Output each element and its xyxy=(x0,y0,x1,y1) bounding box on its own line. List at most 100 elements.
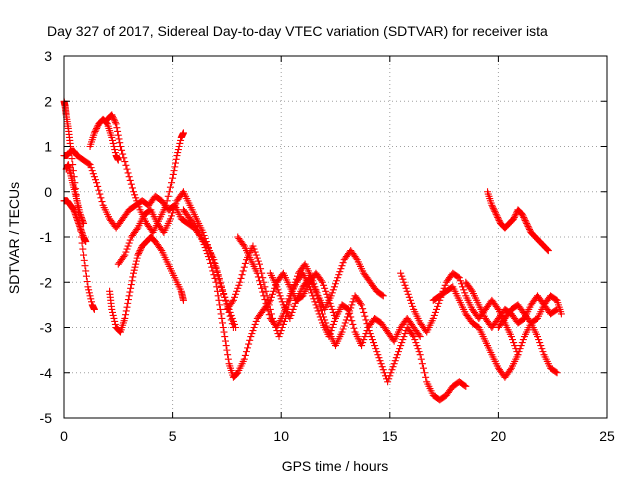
data-point-marker xyxy=(233,287,241,295)
series-track-12 xyxy=(266,269,470,404)
data-point-marker xyxy=(130,188,138,196)
data-point-marker xyxy=(122,248,130,256)
data-point-marker xyxy=(94,182,102,190)
data-point-marker xyxy=(232,370,240,378)
data-point-marker xyxy=(217,284,225,292)
data-point-marker xyxy=(241,351,249,359)
data-point-marker xyxy=(557,310,565,318)
data-point-marker xyxy=(339,259,347,267)
data-point-marker xyxy=(213,287,221,295)
data-point-marker xyxy=(132,260,140,268)
data-point-marker xyxy=(82,272,90,280)
data-point-marker xyxy=(523,221,531,229)
data-point-marker xyxy=(128,184,136,192)
data-point-marker xyxy=(242,348,250,356)
data-point-marker xyxy=(98,198,106,206)
data-point-marker xyxy=(368,336,376,344)
data-point-marker xyxy=(166,183,174,191)
data-point-marker xyxy=(327,302,335,310)
data-point-marker xyxy=(127,281,135,289)
data-point-marker xyxy=(385,375,393,383)
data-point-marker xyxy=(109,112,117,120)
data-point-marker xyxy=(157,245,165,253)
data-point-marker xyxy=(518,210,526,218)
data-point-marker xyxy=(308,289,316,297)
data-point-marker xyxy=(122,161,130,169)
data-point-marker xyxy=(362,316,370,324)
data-point-marker xyxy=(131,191,139,199)
data-point-marker xyxy=(360,308,368,316)
data-point-marker xyxy=(387,369,395,377)
data-point-marker xyxy=(68,155,76,163)
data-point-marker xyxy=(79,245,87,253)
data-point-marker xyxy=(361,312,369,320)
data-point-marker xyxy=(506,366,514,374)
data-point-marker xyxy=(214,292,222,300)
y-tick-label: -5 xyxy=(40,410,53,426)
data-point-marker xyxy=(495,216,503,224)
data-point-marker xyxy=(126,236,134,244)
data-point-marker xyxy=(313,304,321,312)
data-point-marker xyxy=(169,209,177,217)
data-point-marker xyxy=(261,296,269,304)
data-point-marker xyxy=(361,333,369,341)
data-point-marker xyxy=(277,327,285,335)
data-point-marker xyxy=(108,133,116,141)
y-tick-label: 3 xyxy=(44,48,52,64)
data-point-marker xyxy=(400,333,408,341)
data-point-marker xyxy=(329,286,337,294)
y-tick-label: -4 xyxy=(40,365,53,381)
data-point-marker xyxy=(252,317,260,325)
data-point-marker xyxy=(342,316,350,324)
data-point-marker xyxy=(507,333,515,341)
x-tick-label: 10 xyxy=(273,428,289,444)
data-point-marker xyxy=(314,295,322,303)
data-point-marker xyxy=(309,292,317,300)
data-point-marker xyxy=(334,274,342,282)
data-point-marker xyxy=(320,313,328,321)
data-point-marker xyxy=(199,238,207,246)
data-point-marker xyxy=(400,278,408,286)
data-point-marker xyxy=(459,283,467,291)
data-point-marker xyxy=(251,320,259,328)
data-point-marker xyxy=(164,192,172,200)
data-point-marker xyxy=(329,308,337,316)
data-point-marker xyxy=(328,305,336,313)
data-point-marker xyxy=(317,277,325,285)
data-point-marker xyxy=(401,330,409,338)
data-point-marker xyxy=(90,173,98,181)
data-point-marker xyxy=(335,271,343,279)
data-point-marker xyxy=(253,269,261,277)
data-point-marker xyxy=(133,225,141,233)
data-point-marker xyxy=(121,158,129,166)
data-point-marker xyxy=(399,336,407,344)
data-point-marker xyxy=(409,302,417,310)
data-point-marker xyxy=(461,382,469,390)
data-point-marker xyxy=(221,337,229,345)
data-point-marker xyxy=(109,139,117,147)
data-point-marker xyxy=(312,287,320,295)
data-point-marker xyxy=(454,273,462,281)
data-point-marker xyxy=(246,336,254,344)
data-marks xyxy=(60,97,565,404)
data-point-marker xyxy=(346,307,354,315)
data-point-marker xyxy=(125,239,133,247)
data-point-marker xyxy=(218,314,226,322)
data-point-marker xyxy=(259,274,267,282)
data-point-marker xyxy=(311,298,319,306)
data-point-marker xyxy=(340,322,348,330)
y-tick-label: 1 xyxy=(44,139,52,155)
data-point-marker xyxy=(321,316,329,324)
data-point-marker xyxy=(172,155,180,163)
data-point-marker xyxy=(88,167,96,175)
data-point-marker xyxy=(538,345,546,353)
data-point-marker xyxy=(213,283,221,291)
data-point-marker xyxy=(415,348,423,356)
data-point-marker xyxy=(135,248,143,256)
data-point-marker xyxy=(132,194,140,202)
data-point-marker xyxy=(521,216,529,224)
data-point-marker xyxy=(89,170,97,178)
data-point-marker xyxy=(177,136,185,144)
data-point-marker xyxy=(165,188,173,196)
data-point-marker xyxy=(224,355,232,363)
